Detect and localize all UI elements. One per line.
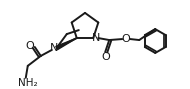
- Text: O: O: [25, 41, 34, 51]
- Text: NH₂: NH₂: [18, 78, 38, 88]
- Polygon shape: [56, 38, 77, 49]
- Text: O: O: [102, 52, 111, 62]
- Text: N: N: [92, 33, 101, 43]
- Text: N: N: [50, 43, 58, 53]
- Text: O: O: [122, 34, 131, 44]
